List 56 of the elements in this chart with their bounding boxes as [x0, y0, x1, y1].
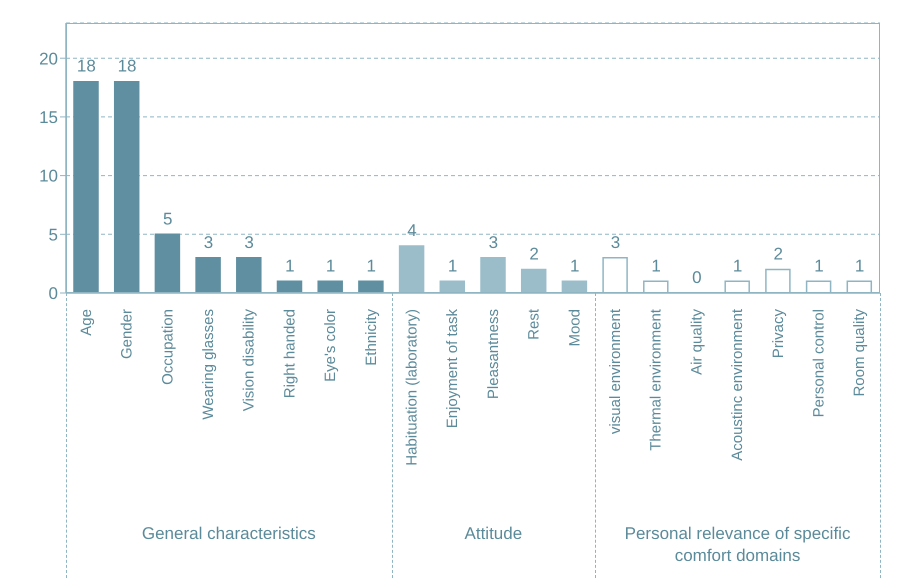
bar [114, 80, 140, 293]
data-label: 1 [814, 256, 824, 276]
text: Attitude [464, 523, 524, 545]
x-tick-label: Room quality [851, 308, 868, 397]
data-label: 3 [244, 232, 254, 252]
data-label: 1 [570, 256, 580, 276]
data-label: 1 [285, 256, 295, 276]
bar [276, 280, 302, 293]
bar [73, 80, 99, 293]
x-tick-label: Air quality [688, 308, 706, 375]
x-tick-label: Mood [566, 309, 584, 347]
x-tick-label: Right handed [281, 309, 298, 398]
y-tick-label: 20 [39, 49, 58, 68]
bar [154, 234, 180, 293]
x-tick-label: Occupation [159, 309, 176, 385]
x-tick-label: Habituation (laboratory) [403, 309, 420, 466]
text: Personal relevance of specific comfort domains [624, 523, 852, 567]
text: General characteristics [140, 523, 317, 545]
x-tick-label: Acoustinc environment [729, 308, 746, 461]
data-label: 3 [204, 232, 214, 252]
data-label: 2 [774, 244, 783, 264]
data-label: 4 [407, 221, 417, 240]
x-tick-label: Enjoyment of task [444, 308, 462, 428]
data-label: 18 [118, 56, 137, 76]
y-tick-label: 15 [39, 108, 58, 127]
x-tick-label: Wearing glasses [200, 309, 217, 420]
x-tick-label: Age [78, 309, 95, 336]
data-label: 5 [163, 209, 172, 228]
bar [317, 280, 343, 293]
bar [358, 280, 384, 293]
x-tick-label: visual environment [606, 308, 624, 434]
x-tick-label: Gender [118, 309, 136, 360]
x-tick-label: Pleasantness [484, 309, 502, 400]
data-label: 1 [326, 256, 336, 276]
y-tick-label: 10 [39, 166, 58, 186]
data-label: 2 [529, 244, 539, 264]
x-tick-label: Rest [526, 308, 543, 340]
x-tick-label: Ethnicity [362, 308, 380, 366]
bar [236, 257, 262, 293]
data-label: 1 [732, 256, 742, 276]
data-label: 18 [76, 56, 96, 76]
x-tick-label: Personal control [810, 309, 828, 418]
y-tick-label: 0 [48, 284, 58, 304]
data-label: 1 [854, 256, 864, 276]
x-tick-label: Eye's color [322, 308, 340, 382]
y-tick-label: 5 [48, 225, 58, 244]
data-label: 1 [448, 256, 458, 276]
data-label: 1 [651, 256, 661, 276]
x-tick-label: Privacy [770, 308, 787, 358]
bar [195, 257, 221, 293]
data-label: 1 [366, 256, 376, 276]
x-tick-label: Vision disability [240, 308, 258, 412]
x-tick-label: Thermal environment [648, 308, 665, 451]
data-label: 3 [488, 232, 498, 252]
data-label: 0 [692, 268, 702, 287]
data-label: 3 [610, 232, 620, 252]
